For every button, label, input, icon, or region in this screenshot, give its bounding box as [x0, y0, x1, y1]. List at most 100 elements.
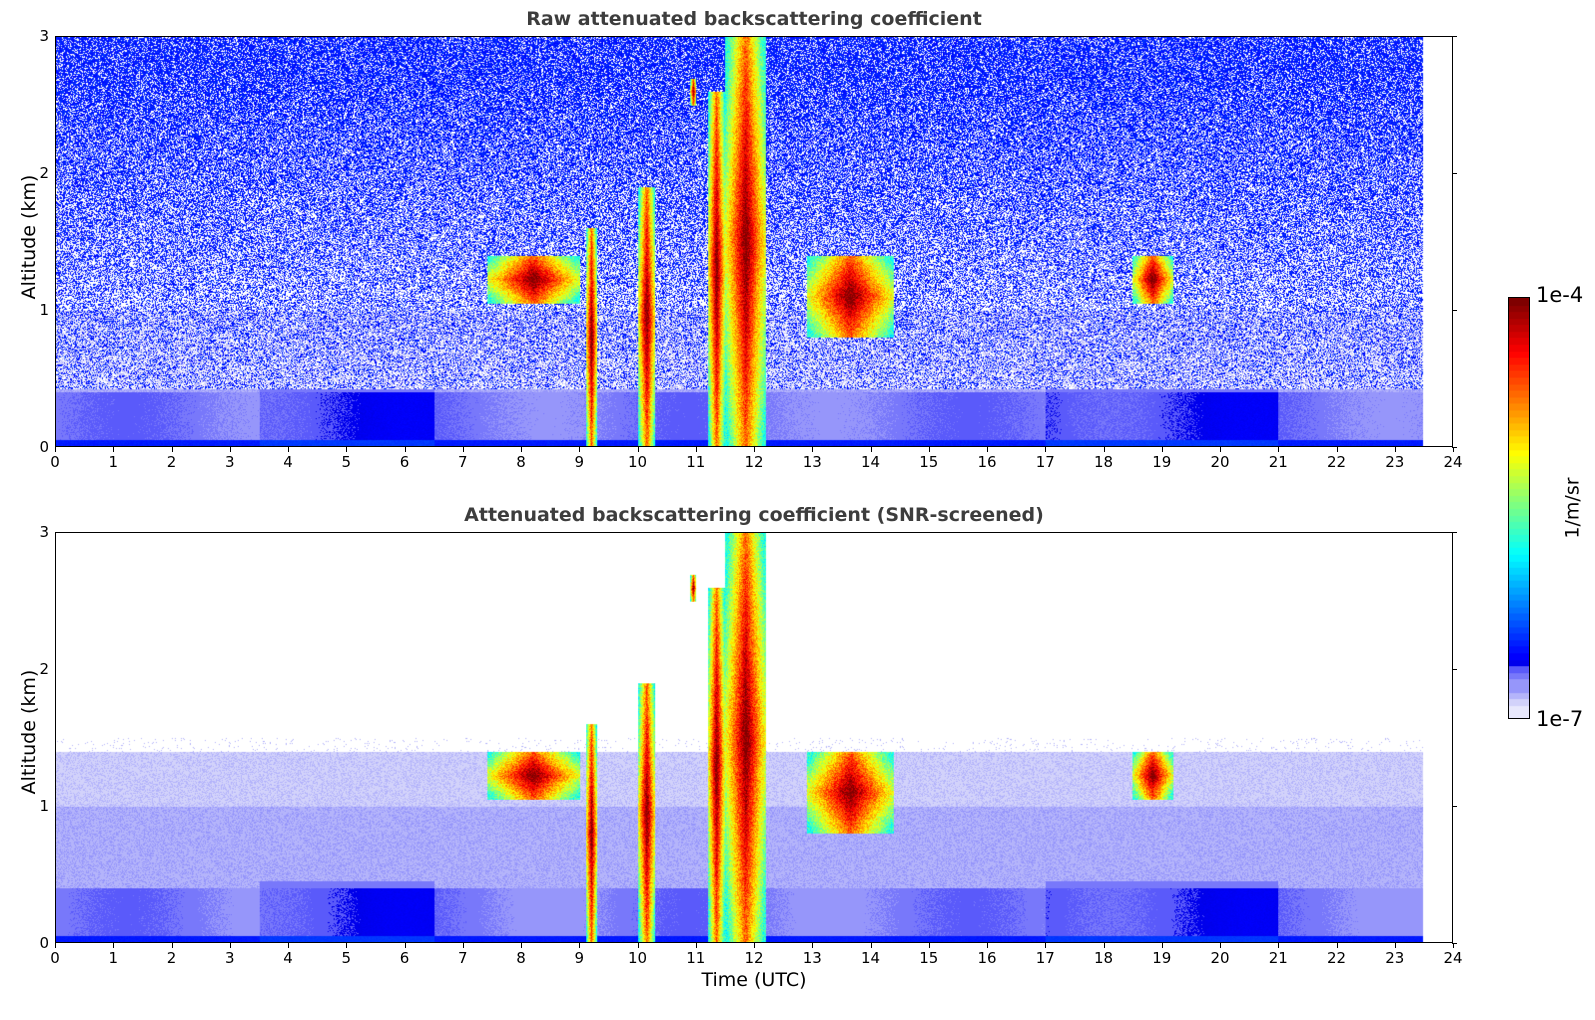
x-tick-mark — [1278, 447, 1280, 452]
x-tick-mark — [754, 447, 755, 452]
x-tick-mark — [1220, 447, 1221, 452]
x-tick-mark — [1103, 447, 1105, 452]
x-tick-mark — [171, 447, 173, 452]
x-tick-label: 8 — [516, 453, 526, 471]
x-tick-label: 5 — [341, 949, 352, 967]
x-tick-mark — [404, 447, 406, 452]
x-tick-mark — [55, 943, 56, 948]
colorbar-max-label: 1e-4 — [1536, 283, 1584, 307]
x-tick-label: 16 — [977, 453, 997, 471]
x-tick-label: 13 — [802, 949, 822, 967]
x-tick-label: 19 — [1152, 453, 1172, 471]
top-heatmap-plot — [55, 36, 1453, 447]
x-tick-label: 24 — [1443, 949, 1463, 967]
x-tick-label: 1 — [108, 453, 119, 471]
x-tick-label: 11 — [686, 949, 706, 967]
x-tick-mark — [812, 447, 814, 452]
x-tick-label: 10 — [627, 949, 648, 967]
x-tick-mark — [404, 943, 406, 948]
x-tick-label: 13 — [802, 453, 822, 471]
y-tick-label: 1 — [39, 301, 49, 319]
x-tick-label: 5 — [341, 453, 352, 471]
x-tick-mark — [1394, 943, 1396, 948]
x-tick-mark — [462, 447, 464, 452]
x-tick-label: 14 — [860, 453, 881, 471]
y-tick-label: 3 — [39, 27, 49, 45]
x-tick-mark — [812, 943, 814, 948]
top-heatmap-canvas — [56, 37, 1452, 446]
x-tick-mark — [288, 943, 289, 948]
x-tick-label: 18 — [1093, 453, 1114, 471]
colorbar-gradient — [1509, 298, 1529, 718]
x-tick-mark — [346, 447, 348, 452]
x-tick-label: 9 — [574, 453, 585, 471]
x-tick-mark — [288, 447, 289, 452]
x-tick-mark — [1453, 447, 1454, 452]
x-tick-mark — [870, 447, 872, 452]
x-axis-label: Time (UTC) — [701, 969, 807, 991]
x-tick-label: 17 — [1035, 453, 1055, 471]
x-tick-mark — [113, 447, 115, 452]
y-tick-mark — [1452, 669, 1457, 670]
y-tick-label: 2 — [39, 164, 49, 182]
y-tick-mark — [1452, 806, 1457, 807]
x-tick-mark — [1161, 943, 1163, 948]
x-tick-mark — [1278, 943, 1280, 948]
bottom-heatmap-plot — [55, 532, 1453, 943]
x-tick-mark — [171, 943, 173, 948]
x-tick-mark — [521, 447, 522, 452]
x-tick-label: 21 — [1268, 453, 1288, 471]
y-tick-mark — [1452, 173, 1457, 174]
x-tick-mark — [229, 943, 231, 948]
x-tick-label: 8 — [516, 949, 526, 967]
x-tick-label: 16 — [977, 949, 997, 967]
y-tick-label: 3 — [39, 523, 49, 541]
x-tick-mark — [113, 943, 115, 948]
x-tick-mark — [521, 943, 522, 948]
x-tick-label: 11 — [686, 453, 706, 471]
x-tick-label: 22 — [1326, 453, 1347, 471]
y-tick-mark — [1452, 36, 1457, 37]
x-tick-label: 9 — [574, 949, 585, 967]
x-tick-mark — [928, 447, 930, 452]
x-tick-mark — [55, 447, 56, 452]
x-tick-mark — [579, 447, 581, 452]
x-tick-mark — [579, 943, 581, 948]
x-tick-label: 4 — [283, 453, 293, 471]
x-tick-label: 23 — [1385, 453, 1405, 471]
x-tick-label: 3 — [224, 453, 235, 471]
colorbar-min-label: 1e-7 — [1536, 707, 1584, 731]
x-tick-mark — [637, 943, 639, 948]
x-tick-label: 22 — [1326, 949, 1347, 967]
x-tick-label: 12 — [744, 453, 764, 471]
x-tick-label: 10 — [627, 453, 648, 471]
x-tick-label: 12 — [744, 949, 764, 967]
x-tick-label: 15 — [919, 949, 939, 967]
x-tick-label: 0 — [50, 453, 60, 471]
x-tick-label: 17 — [1035, 949, 1055, 967]
x-tick-label: 2 — [166, 949, 177, 967]
x-tick-label: 6 — [399, 453, 410, 471]
x-tick-mark — [1394, 447, 1396, 452]
x-tick-mark — [1220, 943, 1221, 948]
x-tick-mark — [1336, 447, 1338, 452]
x-tick-mark — [1161, 447, 1163, 452]
x-tick-label: 6 — [399, 949, 410, 967]
bottom-heatmap-canvas — [56, 533, 1452, 942]
x-tick-mark — [695, 943, 697, 948]
x-tick-label: 21 — [1268, 949, 1288, 967]
bottom-panel-title: Attenuated backscattering coefficient (S… — [464, 504, 1044, 526]
y-tick-mark — [1452, 310, 1457, 311]
y-tick-label: 0 — [39, 934, 49, 952]
x-tick-mark — [928, 943, 930, 948]
x-tick-label: 7 — [457, 949, 468, 967]
x-tick-mark — [1336, 943, 1338, 948]
x-tick-label: 23 — [1385, 949, 1405, 967]
x-tick-label: 24 — [1443, 453, 1463, 471]
x-tick-label: 7 — [457, 453, 468, 471]
x-tick-mark — [870, 943, 872, 948]
x-tick-label: 1 — [108, 949, 119, 967]
x-tick-mark — [1045, 943, 1047, 948]
x-tick-label: 18 — [1093, 949, 1114, 967]
x-tick-label: 3 — [224, 949, 235, 967]
